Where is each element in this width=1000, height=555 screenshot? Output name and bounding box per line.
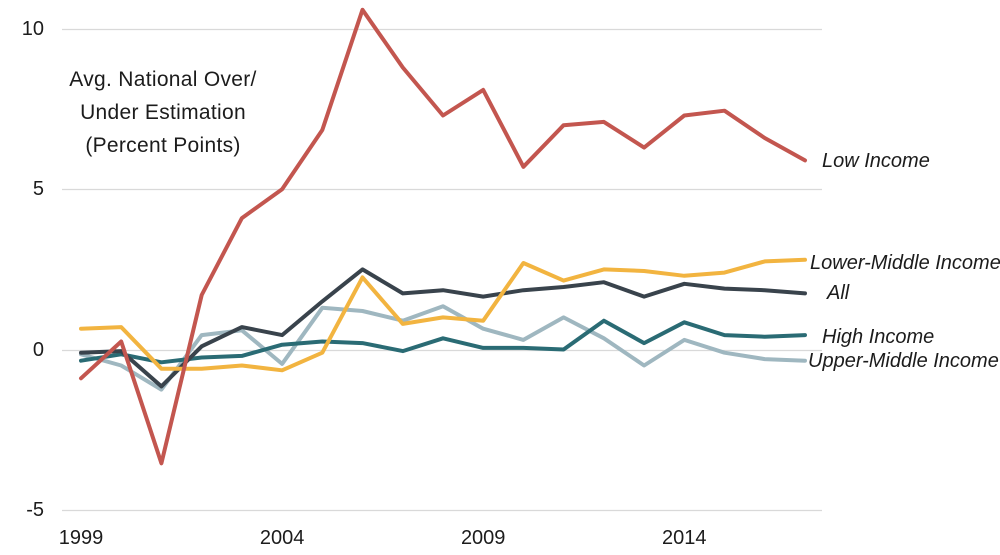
line-upper-middle-income <box>79 304 807 392</box>
legend-label-upper-middle-income: Upper-Middle Income <box>808 349 999 372</box>
x-axis-tick-1999: 1999 <box>58 527 104 549</box>
line-high-income <box>79 318 807 365</box>
y-axis-tick-0: 0 <box>32 338 44 361</box>
legend-label-low-income: Low Income <box>822 150 930 173</box>
legend-label-lower-middle-income: Lower-Middle Income <box>810 251 1000 274</box>
line-lower-middle-income <box>79 257 807 373</box>
chart-title-line-2: Under Estimation <box>80 101 246 124</box>
chart-title: Avg. National Over/ Under Estimation (Pe… <box>13 63 313 162</box>
legend-label-all: All <box>827 282 850 305</box>
y-axis-tick-10: 10 <box>21 18 44 40</box>
chart-title-line-1: Avg. National Over/ <box>69 68 257 91</box>
x-axis-tick-2009: 2009 <box>460 527 506 549</box>
y-axis-tick-5: 5 <box>32 178 44 201</box>
x-axis-tick-2014: 2014 <box>662 527 707 549</box>
line-all <box>79 267 807 389</box>
legend-label-high-income: High Income <box>822 326 935 349</box>
line-low-income <box>79 7 807 466</box>
y-axis-tick-neg5: -5 <box>26 498 44 521</box>
x-axis-tick-2004: 2004 <box>259 527 305 549</box>
chart-title-line-3: (Percent Points) <box>85 134 241 157</box>
